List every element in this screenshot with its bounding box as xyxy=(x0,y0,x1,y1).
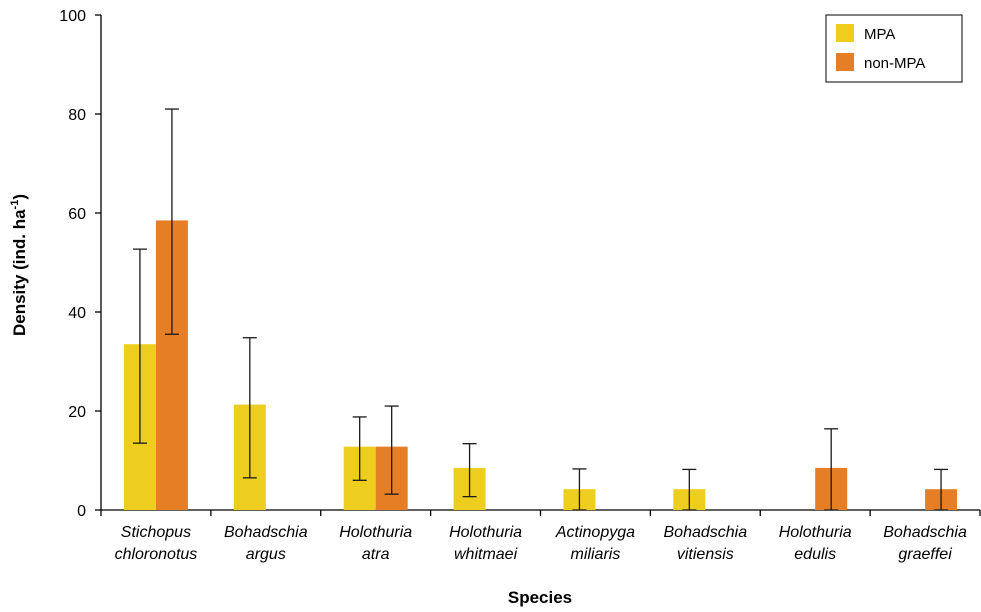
x-tick-label-line2: chloronotus xyxy=(115,546,198,563)
x-tick-label-line2: miliaris xyxy=(571,546,621,563)
x-tick-label-line1: Holothuria xyxy=(449,524,522,541)
y-tick-label: 100 xyxy=(59,8,86,25)
x-tick-label-line1: Actinopyga xyxy=(555,524,635,541)
x-tick-label-line1: Bohadschia xyxy=(664,524,748,541)
x-tick-label-line2: edulis xyxy=(794,546,836,563)
x-tick-label: Holothuria edulis xyxy=(779,524,852,563)
legend-label-non-mpa: non-MPA xyxy=(864,55,925,72)
y-axis-title: Density (ind. ha-1) xyxy=(9,194,29,336)
error-bar-mpa xyxy=(242,337,257,479)
x-tick-label-line2: graeffei xyxy=(898,546,952,563)
error-bar-mpa xyxy=(352,416,367,481)
axes: 0 20 40 60 80 100 xyxy=(59,8,981,520)
error-bar-non-mpa xyxy=(824,428,839,511)
y-tick-label: 40 xyxy=(68,305,86,322)
legend: MPA non-MPA xyxy=(825,14,963,83)
x-tick-label-line2: argus xyxy=(246,546,286,563)
error-bar-mpa xyxy=(462,443,477,498)
error-bar-non-mpa xyxy=(384,405,399,495)
bars xyxy=(123,220,958,511)
x-tick-label: Bohadschia graeffei xyxy=(883,524,967,563)
x-axis-title: Species xyxy=(508,588,572,607)
legend-swatch-non-mpa xyxy=(836,53,854,71)
y-axis-title-sup: -1 xyxy=(9,200,21,210)
y-tick-label: 80 xyxy=(68,107,86,124)
x-tick-label-line2: whitmaei xyxy=(454,546,518,563)
x-tick-label-line1: Stichopus xyxy=(121,524,191,541)
x-tick-label-line1: Bohadschia xyxy=(224,524,308,541)
x-tick-label: Holothuria whitmaei xyxy=(449,524,522,563)
x-tick-label: Stichopus chloronotus xyxy=(115,524,198,563)
x-tick-label-line2: vitiensis xyxy=(677,546,734,563)
x-tick-label: Bohadschia argus xyxy=(224,524,308,563)
x-tick-label-line1: Holothuria xyxy=(339,524,412,541)
y-tick-label: 20 xyxy=(68,404,86,421)
error-bar-mpa xyxy=(132,248,147,444)
legend-swatch-mpa xyxy=(836,24,854,42)
y-tick-label: 60 xyxy=(68,206,86,223)
y-axis-title-close: ) xyxy=(10,194,29,200)
x-tick-labels: Stichopus chloronotus Bohadschia argus Holot… xyxy=(115,524,967,563)
x-tick-label-line1: Holothuria xyxy=(779,524,852,541)
error-bars xyxy=(132,108,949,511)
x-tick-label-line1: Bohadschia xyxy=(883,524,967,541)
x-tick-label: Bohadschia vitiensis xyxy=(664,524,748,563)
legend-label-mpa: MPA xyxy=(864,26,895,43)
error-bar-mpa xyxy=(572,468,587,511)
y-tick-label: 0 xyxy=(77,503,86,520)
x-tick-label: Actinopyga miliaris xyxy=(555,524,635,563)
x-tick-label: Holothuria atra xyxy=(339,524,412,563)
error-bar-non-mpa xyxy=(164,108,179,335)
error-bar-non-mpa xyxy=(934,468,949,511)
x-tick-label-line2: atra xyxy=(362,546,390,563)
y-axis-title-main: Density (ind. ha xyxy=(10,209,29,336)
error-bar-mpa xyxy=(682,468,697,511)
